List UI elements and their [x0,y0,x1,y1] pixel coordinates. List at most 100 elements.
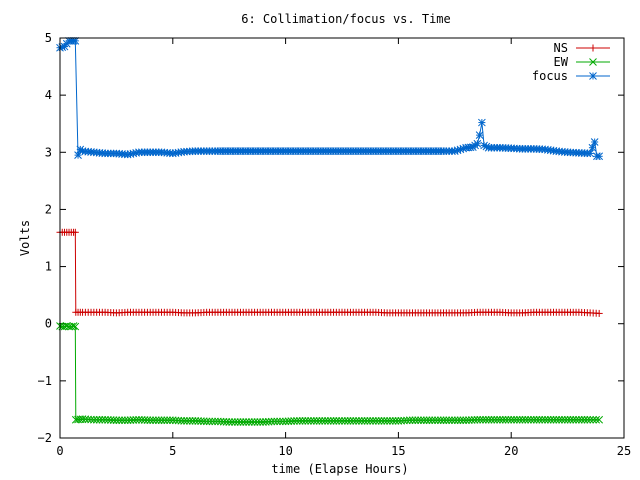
data-point-EW-stroke [408,416,417,425]
data-point-EW-stroke [230,418,239,426]
data-point-EW [403,416,411,425]
data-point-EW [324,417,332,425]
data-point-EW-stroke [467,416,476,424]
data-point-EW-stroke [411,416,420,425]
data-point-EW [98,415,107,424]
data-point-EW-stroke [146,416,155,425]
data-point-EW-stroke [595,415,604,424]
data-point-EW-stroke [149,416,157,425]
data-point-EW [157,416,166,425]
data-point-EW [222,418,231,426]
data-point-EW-stroke [312,417,321,425]
series-NS [56,228,603,317]
data-point-EW [436,416,445,425]
data-point-EW [349,417,358,425]
plot-frame [59,37,625,439]
data-point-EW-stroke [295,417,304,425]
data-point-EW-stroke [264,417,273,426]
data-point-EW [470,416,479,424]
data-point-EW-stroke [132,416,140,424]
data-point-EW [298,417,307,425]
data-point-EW-stroke [152,416,160,425]
data-point-EW-stroke [521,415,530,424]
data-point-EW [363,417,372,425]
data-point-EW-stroke [524,415,532,424]
data-point-EW-stroke [541,415,549,424]
data-point-EW [369,417,377,425]
data-point-EW [442,416,451,425]
data-point-EW [476,415,485,424]
data-point-EW-stroke [380,417,389,425]
data-point-EW [532,415,541,424]
data-point-EW-stroke [335,417,344,425]
data-point-EW [501,415,510,424]
series-line-NS [60,231,600,314]
data-point-EW-stroke [487,415,496,424]
data-point-EW-stroke [242,418,250,426]
data-point-EW-stroke [490,415,499,424]
data-point-EW [69,322,78,330]
data-point-EW-stroke [98,415,107,424]
data-point-EW-stroke [115,416,124,425]
data-point-EW [504,415,513,424]
data-point-EW [448,416,456,425]
data-point-EW [253,418,262,426]
data-point-EW-stroke [166,416,174,425]
data-point-EW [315,417,324,425]
data-point-EW-stroke [405,416,414,425]
ticks-layer: 0 5 10 15 20 25 −2 −1 0 1 2 3 4 5 [38,31,632,458]
data-point-EW-stroke [340,417,349,425]
data-point-EW-stroke [577,415,586,424]
data-point-EW [242,418,250,426]
data-point-EW-stroke [465,416,473,424]
data-point-EW [112,416,121,425]
data-point-EW-stroke [442,416,451,425]
data-point-EW [185,417,194,425]
data-point-EW-stroke [431,416,439,425]
data-point-EW-stroke [383,417,391,425]
data-point-EW [512,415,521,424]
data-point-EW-stroke [527,415,535,424]
data-point-EW-stroke [515,415,524,424]
data-point-EW [490,415,499,424]
data-point-EW-stroke [459,416,468,425]
data-point-EW-stroke [349,417,358,425]
data-point-EW [346,417,355,425]
data-point-EW [239,418,248,426]
data-point-EW [307,417,315,425]
data-point-EW-stroke [580,415,589,424]
y-tick-label: −1 [38,374,52,388]
data-point-EW [595,415,604,424]
data-point-EW [377,417,386,425]
data-point-EW-stroke [324,417,332,425]
data-point-EW-stroke [233,418,242,426]
data-point-EW [87,415,95,424]
data-point-EW [245,418,253,426]
data-point-EW-stroke [326,417,335,425]
data-point-EW-stroke [374,417,383,425]
data-point-EW-stroke [436,416,445,425]
data-point-EW-stroke [391,417,400,425]
data-point-EW-stroke [518,415,527,424]
data-point-EW-stroke [307,417,315,425]
data-point-EW [544,415,552,424]
data-point-EW [411,416,420,425]
data-point-EW [552,415,561,424]
data-point-focus [71,37,80,45]
data-point-EW [352,417,360,425]
data-point-EW-stroke [566,415,575,424]
data-point-EW [496,415,504,424]
data-point-EW [199,417,208,426]
data-point-EW [343,417,352,425]
data-point-EW [592,415,601,424]
data-point-EW-stroke [357,417,366,425]
legend-marker-EW [589,58,597,66]
data-point-EW-stroke [157,416,166,425]
data-point-EW [445,416,454,425]
data-point-EW-stroke [575,415,583,424]
data-point-EW [481,415,490,424]
data-point-EW [577,415,586,424]
data-point-EW-stroke [510,415,518,424]
data-point-EW-stroke [422,416,431,425]
